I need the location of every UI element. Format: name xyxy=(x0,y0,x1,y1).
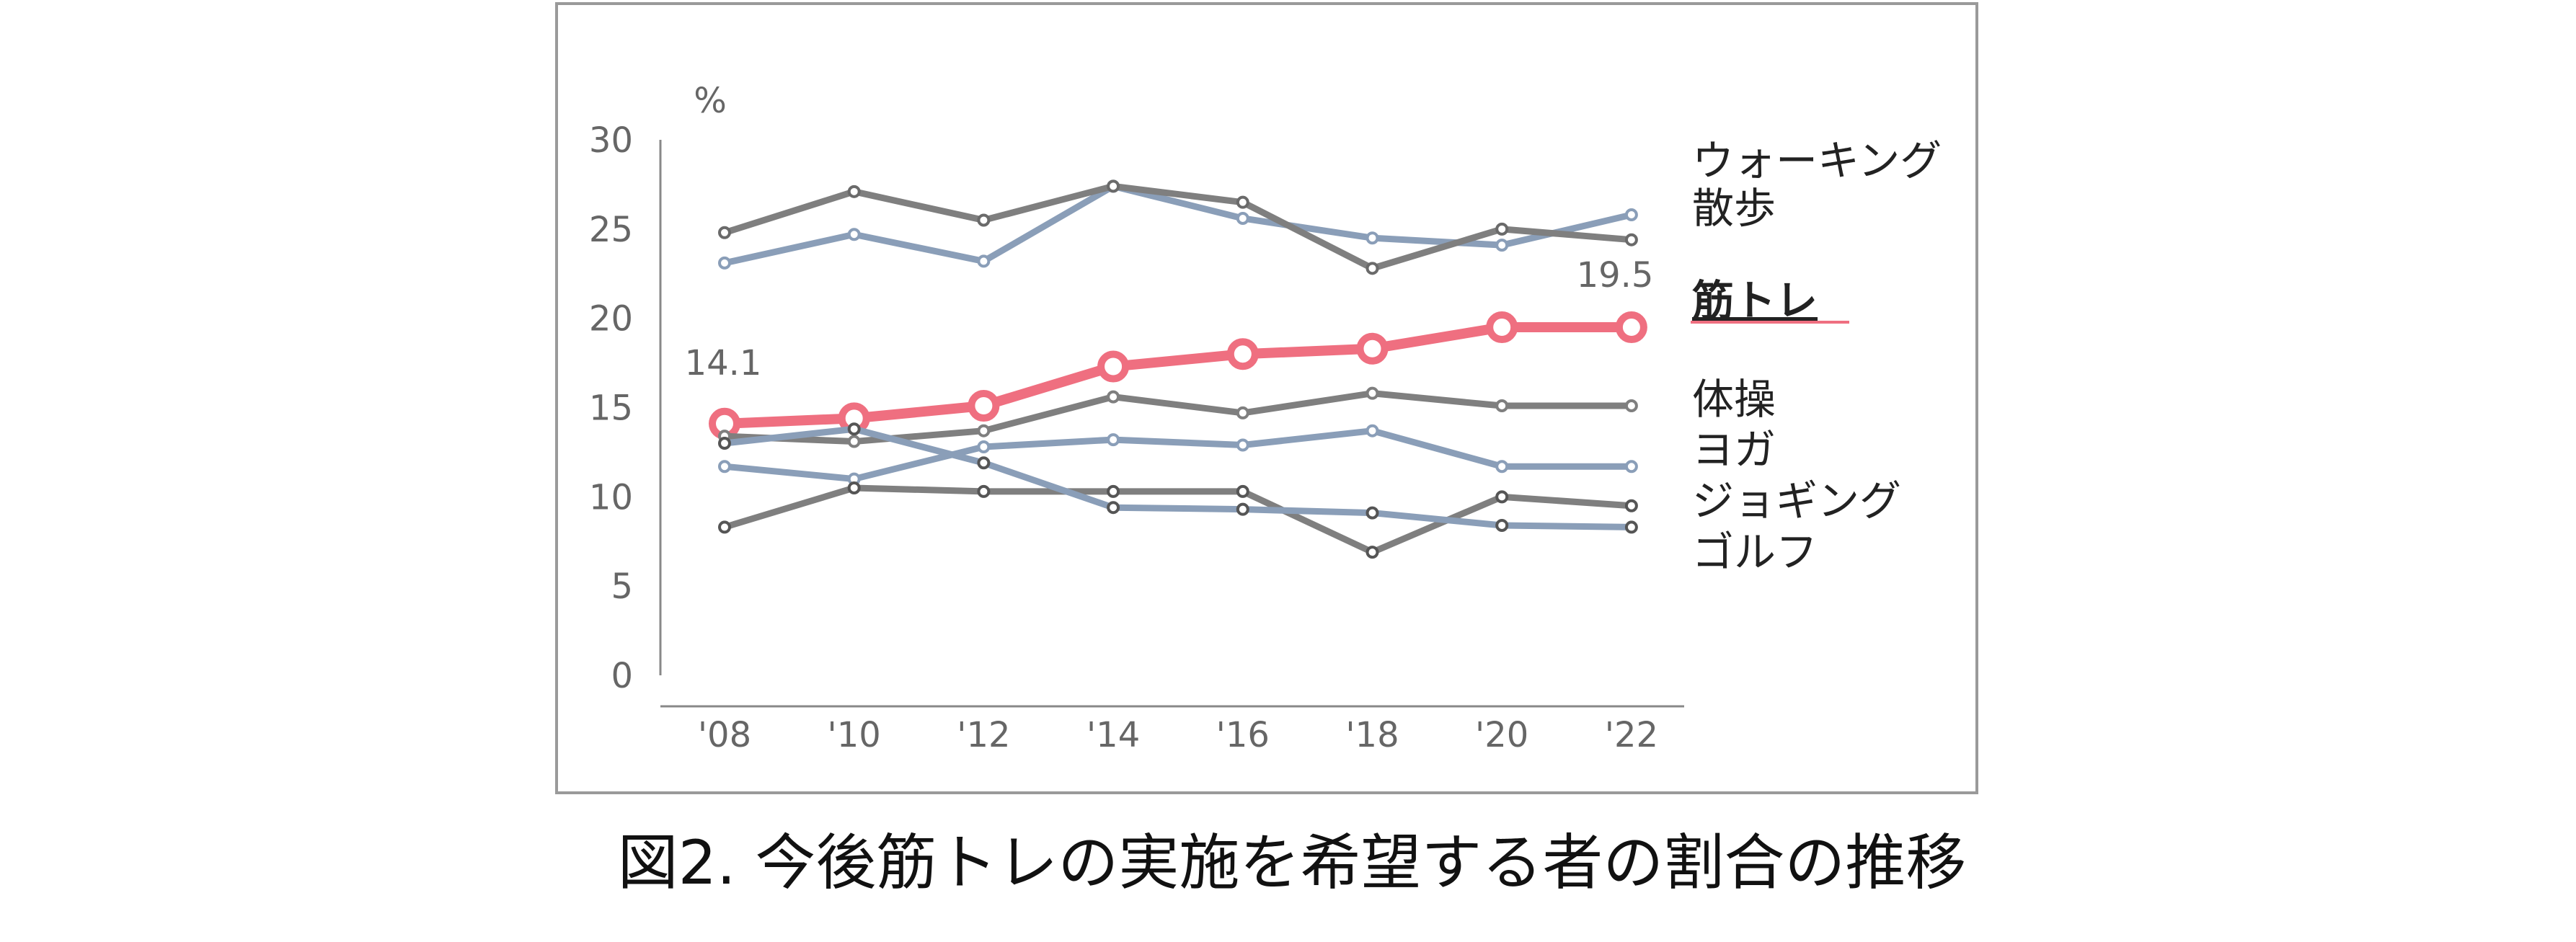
data-point xyxy=(1226,338,1259,370)
data-point xyxy=(847,435,861,448)
data-point xyxy=(1495,222,1509,236)
series-label: ヨガ xyxy=(1692,425,1776,474)
series-line xyxy=(723,182,1632,272)
x-tick-label: '08 xyxy=(698,715,751,755)
series-label: ジョギング xyxy=(1692,476,1901,525)
data-point xyxy=(1624,208,1638,222)
data-label: 14.1 xyxy=(685,343,762,383)
data-point xyxy=(1366,262,1379,275)
data-point xyxy=(1107,179,1120,193)
y-tick-label: 20 xyxy=(589,299,633,339)
data-point xyxy=(1495,239,1509,252)
x-tick-label: '20 xyxy=(1475,715,1528,755)
data-label: 19.5 xyxy=(1577,255,1654,296)
data-point xyxy=(1495,490,1509,504)
data-point xyxy=(847,422,861,436)
series-line xyxy=(724,425,1632,530)
data-point xyxy=(718,226,731,239)
data-point xyxy=(847,481,861,494)
series-line xyxy=(724,182,1632,267)
data-point xyxy=(1097,350,1130,383)
series-line xyxy=(724,322,1632,429)
series-label: 筋トレ xyxy=(1692,276,1818,325)
data-point xyxy=(1236,406,1249,419)
series-line xyxy=(724,390,1632,445)
data-point xyxy=(1107,433,1120,447)
data-point xyxy=(1236,438,1249,452)
data-point xyxy=(1495,518,1509,532)
data-point xyxy=(1624,520,1638,534)
data-point xyxy=(1495,399,1509,413)
data-point xyxy=(977,456,991,470)
data-point xyxy=(1624,233,1638,246)
data-point xyxy=(977,213,991,227)
data-point xyxy=(718,460,731,474)
figure-caption: 図2. 今後筋トレの実施を希望する者の割合の推移 xyxy=(618,827,1967,898)
y-tick-label: 30 xyxy=(589,120,633,161)
series-label: ゴルフ xyxy=(1692,528,1818,577)
y-tick-label: 5 xyxy=(611,566,633,607)
data-point xyxy=(1486,311,1518,344)
x-tick-label: '16 xyxy=(1216,715,1270,755)
y-tick-label: 15 xyxy=(589,388,633,429)
data-point xyxy=(1236,484,1249,498)
x-tick-label: '10 xyxy=(828,715,881,755)
data-point xyxy=(1366,546,1379,559)
data-point xyxy=(1236,195,1249,209)
x-tick-label: '22 xyxy=(1605,715,1658,755)
data-point xyxy=(1356,332,1389,365)
chart-frame xyxy=(555,2,1978,794)
data-point xyxy=(847,185,861,198)
x-tick-label: '12 xyxy=(957,715,1010,755)
data-point xyxy=(977,424,991,437)
data-point xyxy=(847,228,861,241)
data-point xyxy=(1366,424,1379,437)
data-point xyxy=(977,254,991,268)
y-tick-label: 25 xyxy=(589,210,633,250)
data-point xyxy=(1495,460,1509,474)
data-point xyxy=(977,440,991,453)
data-point xyxy=(1366,231,1379,245)
data-point xyxy=(718,437,731,450)
data-point xyxy=(1236,502,1249,516)
series-label: ウォーキング xyxy=(1692,136,1942,185)
series-line xyxy=(723,484,1632,556)
series-line xyxy=(724,427,1632,483)
data-point xyxy=(1366,386,1379,400)
y-tick-label: 10 xyxy=(589,477,633,517)
data-point xyxy=(718,520,731,534)
series-label: 散歩 xyxy=(1692,184,1776,233)
data-point xyxy=(1107,501,1120,515)
data-point xyxy=(1624,499,1638,512)
x-tick-label: '14 xyxy=(1086,715,1140,755)
data-point xyxy=(1236,211,1249,225)
series-label: 体操 xyxy=(1692,375,1776,424)
x-tick-label: '18 xyxy=(1345,715,1399,755)
data-point xyxy=(718,256,731,270)
data-point xyxy=(1107,484,1120,498)
y-tick-label: 0 xyxy=(611,656,633,696)
data-point xyxy=(1107,390,1120,404)
data-point xyxy=(1624,399,1638,413)
data-point xyxy=(977,484,991,498)
data-point xyxy=(968,390,1000,422)
data-point xyxy=(1615,311,1647,344)
y-axis-unit: % xyxy=(694,81,727,121)
data-point xyxy=(1366,506,1379,520)
data-point xyxy=(1624,460,1638,474)
